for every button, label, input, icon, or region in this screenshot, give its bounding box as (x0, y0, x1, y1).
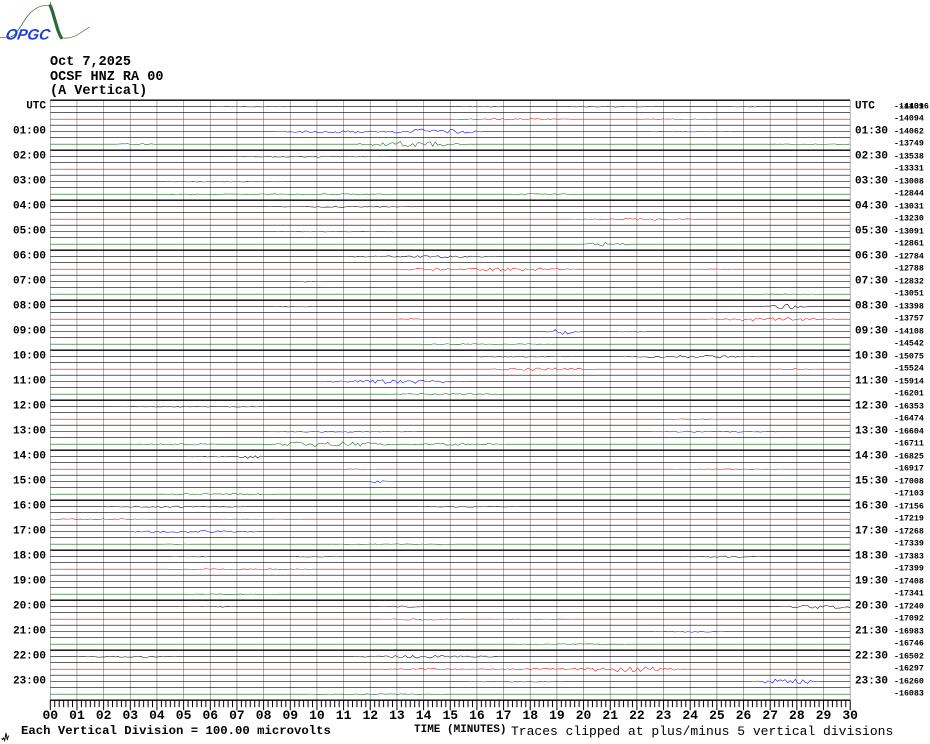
svg-text:OPGC: OPGC (4, 27, 52, 44)
